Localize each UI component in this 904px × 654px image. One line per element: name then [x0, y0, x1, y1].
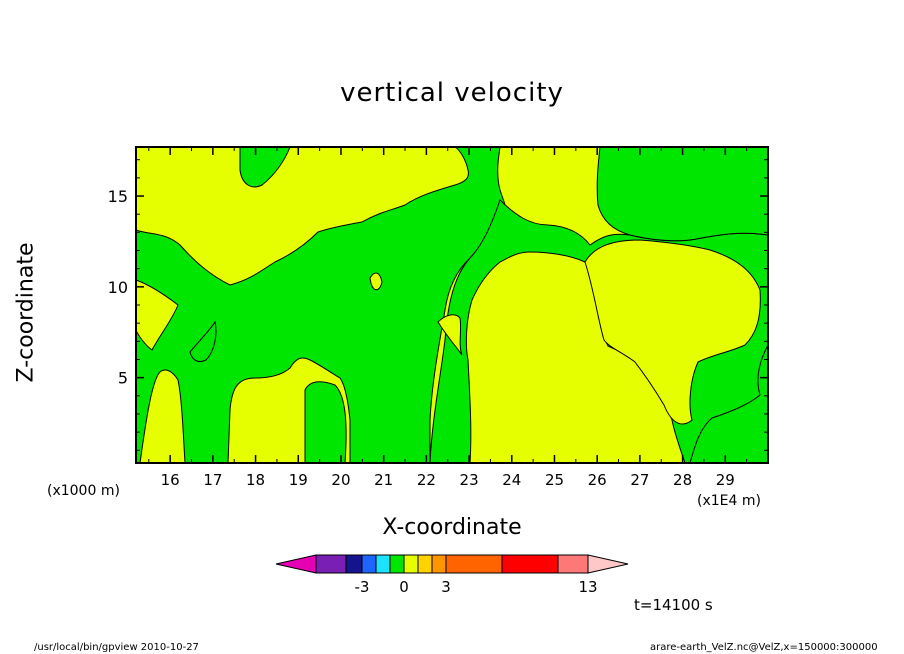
y-tick-label-15: 15 — [108, 187, 128, 206]
x-tick-label-27: 27 — [630, 471, 649, 489]
y-tick-label-5: 5 — [118, 369, 128, 388]
x-tick-label-17: 17 — [203, 471, 222, 489]
contour-yellow-island-1 — [369, 272, 383, 291]
colorbar-label--3: -3 — [355, 578, 370, 596]
colorbar: -3 0 3 13 — [275, 554, 629, 596]
y-tick-label-10: 10 — [108, 278, 128, 297]
contour-green-bottomright — [689, 344, 769, 464]
x-tick-label-18: 18 — [246, 471, 265, 489]
x-unit-right: (x1E4 m) — [697, 493, 761, 509]
colorbar-segment — [403, 554, 419, 574]
colorbar-label-0: 0 — [399, 578, 409, 596]
colorbar-arrow-right — [587, 554, 629, 574]
time-label: t=14100 s — [634, 596, 713, 614]
footer-left: /usr/local/bin/gpview 2010-10-27 — [34, 642, 199, 653]
x-tick-label-25: 25 — [545, 471, 564, 489]
x-tick-label-19: 19 — [289, 471, 308, 489]
x-axis-ticks: 16 17 18 19 20 21 22 23 24 25 26 27 28 29 — [148, 147, 748, 489]
x-tick-label-23: 23 — [460, 471, 479, 489]
contour-green-topleft — [239, 146, 291, 188]
x-tick-label-26: 26 — [588, 471, 607, 489]
colorbar-segment — [501, 554, 559, 574]
x-tick-label-29: 29 — [716, 471, 735, 489]
x-tick-label-21: 21 — [374, 471, 393, 489]
contour-yellow-island-3 — [584, 239, 761, 425]
colorbar-segment — [431, 554, 447, 574]
colorbar-segment — [345, 554, 363, 574]
colorbar-label-13: 13 — [578, 578, 597, 596]
x-tick-label-28: 28 — [673, 471, 692, 489]
colorbar-segment — [417, 554, 433, 574]
x-axis-label: X-coordinate — [382, 515, 522, 540]
colorbar-segment — [445, 554, 503, 574]
x-tick-label-16: 16 — [161, 471, 180, 489]
x-tick-label-22: 22 — [417, 471, 436, 489]
colorbar-label-3: 3 — [441, 578, 451, 596]
contour-green-topright — [596, 146, 769, 242]
contour-yellow-islands — [135, 239, 761, 425]
x-tick-label-20: 20 — [331, 471, 350, 489]
y-axis-ticks: 5 10 15 — [108, 159, 768, 451]
contour-green-island — [304, 381, 347, 464]
x-unit-left: (x1000 m) — [47, 483, 120, 499]
colorbar-segment — [389, 554, 405, 574]
footer-right: arare-earth_VelZ.nc@VelZ,x=150000:300000 — [650, 642, 878, 653]
colorbar-segment — [375, 554, 391, 574]
colorbar-arrow-left — [275, 554, 317, 574]
colorbar-segment — [361, 554, 377, 574]
contour-yellow-island-2 — [437, 314, 463, 356]
colorbar-segment — [557, 554, 589, 574]
colorbar-segment — [315, 554, 347, 574]
contour-yellow-island-4 — [135, 279, 179, 351]
chart-title: vertical velocity — [340, 78, 564, 108]
x-tick-label-24: 24 — [502, 471, 521, 489]
